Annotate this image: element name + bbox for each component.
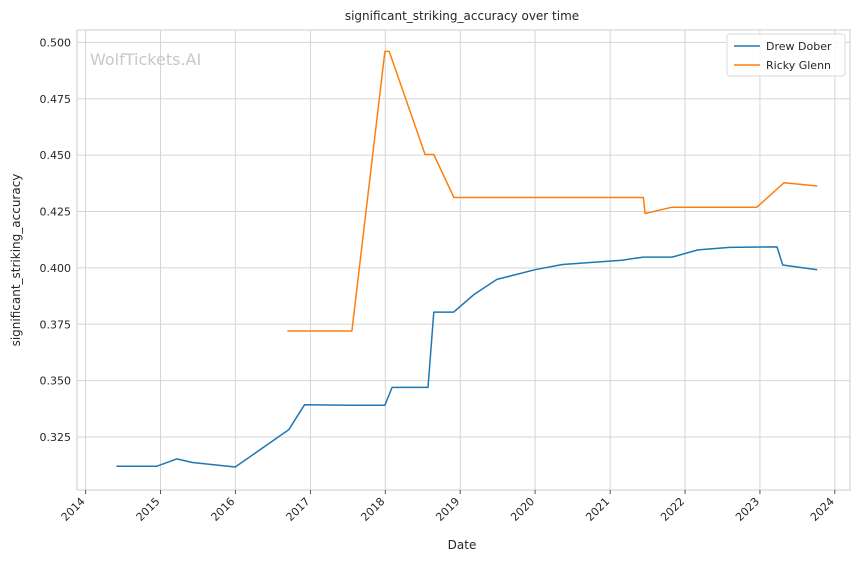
series-line-drew-dober	[116, 246, 818, 468]
y-tick-label: 0.375	[40, 318, 72, 331]
y-gridlines	[77, 41, 850, 438]
x-tick-label: 2020	[508, 495, 537, 524]
x-tick-label: 2017	[284, 495, 313, 524]
x-tick-label: 2023	[733, 495, 762, 524]
y-tick-label: 0.400	[40, 262, 72, 275]
legend: Drew Dober Ricky Glenn	[726, 33, 846, 77]
series-layer	[116, 50, 818, 468]
chart-title: significant_striking_accuracy over time	[345, 9, 579, 23]
x-tick-label: 2016	[209, 495, 238, 524]
y-tick-label: 0.450	[40, 149, 72, 162]
y-axis-ticks: 0.325 0.350 0.375 0.400 0.425 0.450 0.475 0.500	[40, 36, 72, 444]
y-tick-label: 0.475	[40, 93, 72, 106]
x-tick-label: 2022	[658, 495, 687, 524]
plot-area	[76, 29, 851, 491]
x-tick-label: 2015	[134, 495, 163, 524]
y-tick-label: 0.325	[40, 431, 72, 444]
series-line-ricky-glenn	[287, 50, 818, 332]
x-tick-label: 2018	[358, 495, 387, 524]
x-tick-label: 2024	[808, 495, 837, 524]
x-gridlines	[85, 30, 836, 490]
y-axis-label: significant_striking_accuracy	[9, 174, 23, 347]
legend-label-ricky-glenn: Ricky Glenn	[766, 59, 831, 72]
legend-label-drew-dober: Drew Dober	[766, 40, 832, 53]
y-tick-label: 0.425	[40, 206, 72, 219]
y-tick-label: 0.350	[40, 375, 72, 388]
x-tick-label: 2014	[59, 495, 88, 524]
x-axis-ticks: 2014 2015 2016 2017 2018 2019 2020 2021 2022 2023…	[59, 490, 837, 524]
x-axis-label: Date	[448, 538, 477, 552]
x-tick-label: 2019	[433, 495, 462, 524]
y-tick-label: 0.500	[40, 36, 72, 49]
x-tick-label: 2021	[583, 495, 612, 524]
watermark-text: WolfTickets.AI	[90, 50, 201, 69]
